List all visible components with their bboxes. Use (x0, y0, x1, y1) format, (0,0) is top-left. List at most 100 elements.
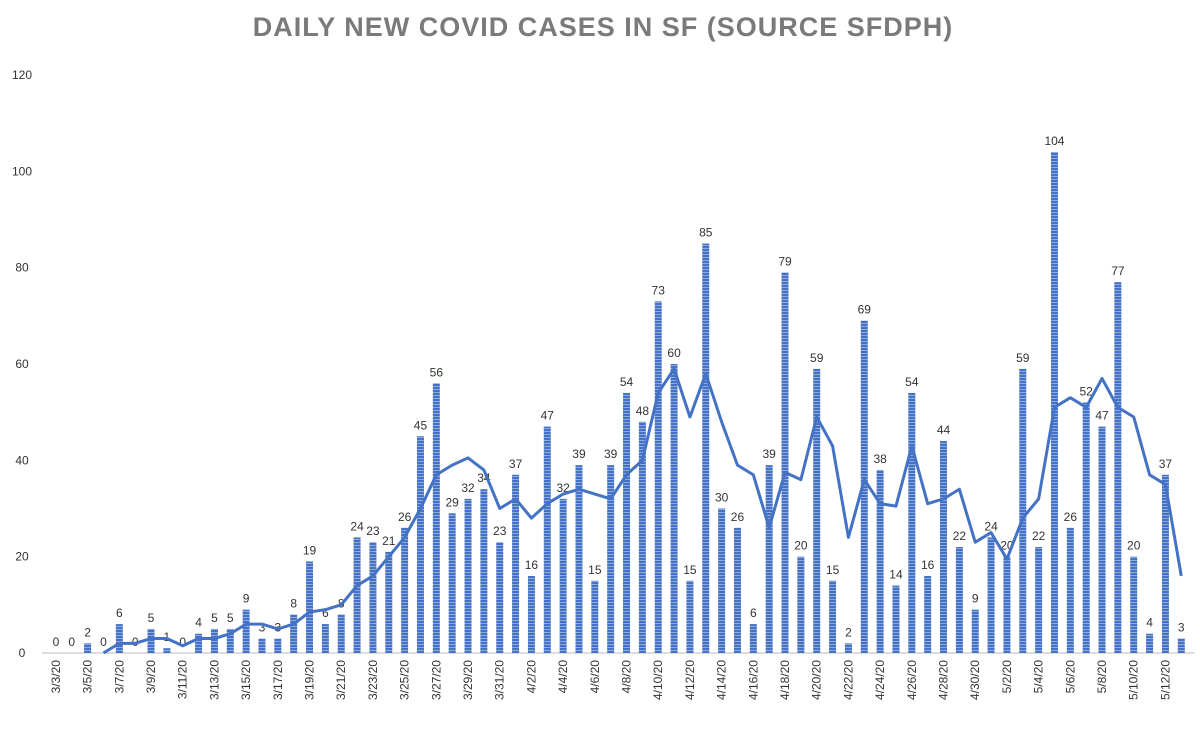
data-label: 79 (778, 254, 792, 268)
bar (638, 421, 646, 653)
data-label: 22 (953, 529, 967, 543)
data-label: 6 (750, 606, 757, 620)
data-label: 9 (972, 592, 979, 606)
x-tick-label: 3/27/20 (429, 660, 443, 700)
bar (210, 628, 218, 653)
bar (559, 498, 567, 653)
bar (971, 609, 979, 653)
data-label: 60 (667, 346, 681, 360)
bar (432, 383, 440, 653)
bar (226, 628, 234, 653)
data-label: 44 (937, 423, 951, 437)
x-tick-label: 3/31/20 (493, 660, 507, 700)
bar (987, 537, 995, 653)
data-label: 14 (889, 568, 903, 582)
data-label: 26 (731, 510, 745, 524)
x-tick-label: 5/6/20 (1063, 660, 1077, 694)
chart-title: DAILY NEW COVID CASES IN SF (SOURCE SFDP… (253, 12, 954, 42)
data-label: 15 (683, 563, 697, 577)
x-tick-label: 3/21/20 (334, 660, 348, 700)
bar (1050, 152, 1058, 654)
data-label: 3 (259, 621, 266, 635)
bar (1146, 633, 1154, 653)
bar (813, 368, 821, 653)
data-label: 24 (984, 519, 998, 533)
x-tick-label: 3/19/20 (303, 660, 317, 700)
y-tick-label: 80 (15, 261, 29, 275)
bar (955, 547, 963, 653)
bar (718, 508, 726, 653)
data-label: 15 (588, 563, 602, 577)
x-tick-label: 5/4/20 (1032, 660, 1046, 694)
bar (496, 542, 504, 653)
bar (274, 638, 282, 653)
data-label: 0 (100, 635, 107, 649)
x-tick-label: 4/30/20 (968, 660, 982, 700)
data-label: 0 (68, 635, 75, 649)
x-tick-label: 5/10/20 (1127, 660, 1141, 700)
y-tick-label: 0 (19, 646, 26, 660)
y-tick-label: 20 (15, 550, 29, 564)
data-label: 16 (525, 558, 539, 572)
bar (543, 426, 551, 653)
data-label: 47 (1095, 409, 1109, 423)
x-tick-label: 5/12/20 (1158, 660, 1172, 700)
data-label: 4 (195, 616, 202, 630)
data-label: 5 (211, 611, 218, 625)
y-tick-label: 120 (12, 68, 32, 82)
bar (1019, 368, 1027, 653)
bar (860, 320, 868, 653)
y-tick-label: 100 (12, 164, 32, 178)
bar (876, 469, 884, 653)
data-label: 73 (652, 283, 666, 297)
data-label: 37 (509, 457, 523, 471)
data-label: 2 (845, 625, 852, 639)
x-tick-label: 3/3/20 (49, 660, 63, 694)
x-tick-label: 3/15/20 (239, 660, 253, 700)
bar (448, 513, 456, 653)
x-tick-label: 5/8/20 (1095, 660, 1109, 694)
bar (416, 436, 424, 653)
x-tick-label: 3/13/20 (207, 660, 221, 700)
bar (575, 465, 583, 653)
x-tick-label: 3/25/20 (398, 660, 412, 700)
data-label: 59 (1016, 351, 1030, 365)
data-label: 47 (541, 409, 555, 423)
x-tick-label: 4/28/20 (937, 660, 951, 700)
x-tick-label: 3/29/20 (461, 660, 475, 700)
data-label: 4 (1146, 616, 1153, 630)
bar (290, 614, 298, 653)
x-tick-label: 4/22/20 (841, 660, 855, 700)
x-tick-label: 4/6/20 (588, 660, 602, 694)
trend-line (102, 367, 1183, 655)
data-label: 59 (810, 351, 824, 365)
x-tick-label: 3/9/20 (144, 660, 158, 694)
data-label: 19 (303, 543, 317, 557)
bar (353, 537, 361, 653)
bar (654, 301, 662, 653)
data-label: 24 (350, 519, 364, 533)
data-label: 23 (493, 524, 507, 538)
bar (1082, 402, 1090, 653)
data-label: 45 (414, 418, 428, 432)
bar (607, 465, 615, 653)
data-label: 20 (794, 539, 808, 553)
data-label: 3 (1178, 621, 1185, 635)
bar (623, 392, 631, 653)
data-label: 54 (905, 375, 919, 389)
data-label: 48 (636, 404, 650, 418)
bar (242, 609, 250, 653)
data-label: 6 (322, 606, 329, 620)
data-label: 15 (826, 563, 840, 577)
x-tick-label: 3/23/20 (366, 660, 380, 700)
bar (1161, 474, 1169, 653)
data-label: 29 (445, 495, 459, 509)
bar (1114, 282, 1122, 653)
y-tick-label: 40 (15, 453, 29, 467)
bar (1130, 556, 1138, 653)
bar (84, 643, 92, 653)
data-label: 77 (1111, 264, 1125, 278)
x-tick-label: 4/12/20 (683, 660, 697, 700)
